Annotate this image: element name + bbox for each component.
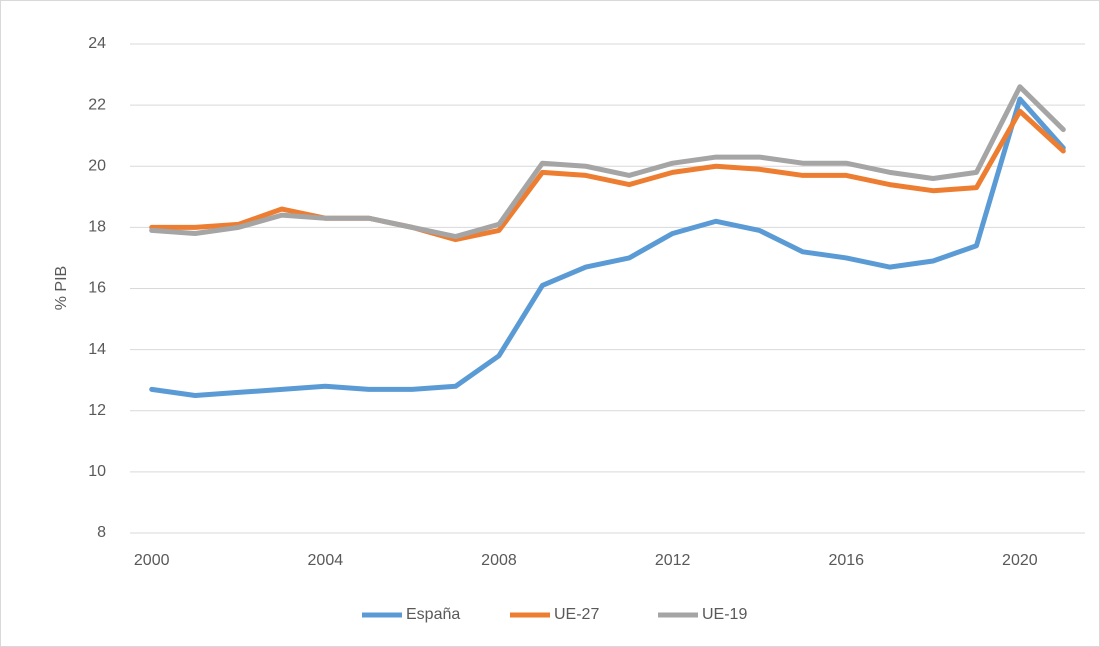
- data-line: [149, 96, 1066, 398]
- y-tick-label: 8: [97, 524, 106, 541]
- x-tick-label: 2008: [481, 552, 517, 569]
- y-tick-label: 14: [88, 341, 106, 358]
- y-tick-label: 12: [88, 402, 106, 419]
- x-tick-label: 2004: [308, 552, 344, 569]
- y-tick-label: 16: [88, 280, 106, 297]
- y-tick-label: 22: [88, 96, 106, 113]
- x-tick-label: 2000: [134, 552, 170, 569]
- y-tick-label: 10: [88, 463, 106, 480]
- data-line: [149, 108, 1066, 243]
- x-tick-label: 2012: [655, 552, 691, 569]
- x-tick-label: 2020: [1002, 552, 1038, 569]
- y-tick-label: 24: [88, 35, 106, 52]
- data-line: [149, 84, 1066, 240]
- y-tick-label: 18: [88, 219, 106, 236]
- y-tick-label: 20: [88, 157, 106, 174]
- x-tick-label: 2016: [828, 552, 864, 569]
- y-axis-label: % PIB: [53, 266, 70, 310]
- legend-label: UE-27: [554, 606, 599, 623]
- legend-label: España: [406, 606, 460, 623]
- legend-label: UE-19: [702, 606, 747, 623]
